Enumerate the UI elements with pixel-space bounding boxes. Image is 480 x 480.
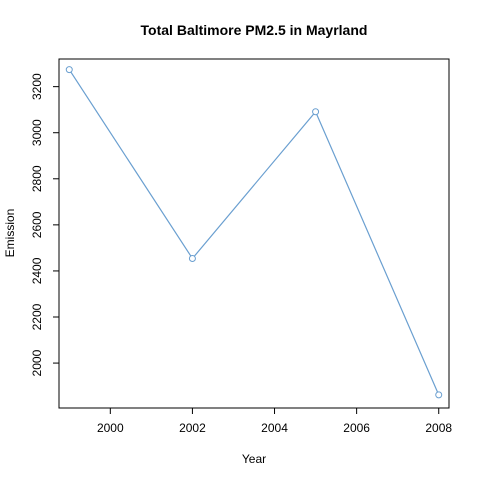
x-tick-label: 2004 <box>261 421 288 435</box>
x-axis-label: Year <box>242 452 266 466</box>
y-tick-label: 2400 <box>30 257 44 284</box>
data-point <box>65 66 73 74</box>
series-line <box>68 69 440 396</box>
x-tick-label: 2006 <box>343 421 370 435</box>
data-point <box>188 254 196 262</box>
y-tick-label: 2800 <box>30 165 44 192</box>
y-axis: 2000 2200 2400 2600 2800 3000 3200 <box>30 73 60 376</box>
x-axis: 2000 2002 2004 2006 2008 <box>97 407 452 435</box>
x-tick-label: 2008 <box>425 421 452 435</box>
series-layer <box>65 66 443 399</box>
data-point <box>435 391 443 399</box>
y-tick-label: 3200 <box>30 73 44 100</box>
y-tick-label: 2000 <box>30 349 44 376</box>
data-point <box>312 108 320 116</box>
chart-title: Total Baltimore PM2.5 in Mayrland <box>141 22 368 38</box>
x-tick-label: 2000 <box>97 421 124 435</box>
y-tick-label: 3000 <box>30 119 44 146</box>
y-axis-label: Emission <box>3 209 17 258</box>
x-tick-label: 2002 <box>179 421 206 435</box>
y-tick-label: 2200 <box>30 303 44 330</box>
y-tick-label: 2600 <box>30 211 44 238</box>
